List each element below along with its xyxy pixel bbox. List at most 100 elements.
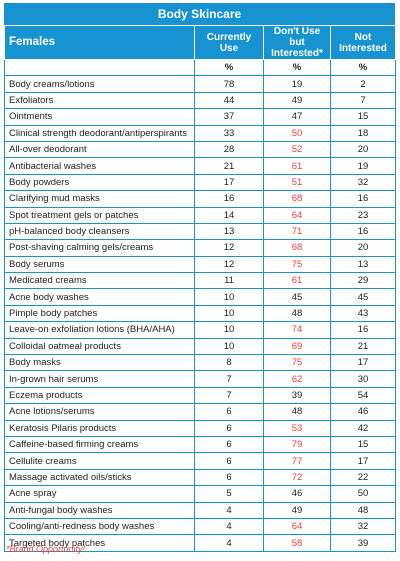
- interested-value: 50: [263, 124, 331, 142]
- table-title: Body Skincare: [4, 3, 395, 25]
- not-interested-value: 15: [330, 435, 396, 454]
- currently-use-value: 11: [194, 272, 264, 290]
- row-label: In-grown hair serums: [4, 370, 195, 388]
- table-row: Clarifying mud masks 16 68 16: [4, 190, 396, 208]
- currently-use-value: 5: [194, 485, 264, 503]
- not-interested-value: 48: [330, 501, 396, 519]
- not-interested-value: 17: [330, 354, 396, 372]
- row-label: Antibacterial washes: [4, 157, 195, 175]
- interested-value: 79: [263, 435, 331, 454]
- currently-use-value: 4: [194, 534, 264, 552]
- currently-use-value: 4: [194, 501, 264, 519]
- currently-use-value: 6: [194, 403, 264, 421]
- interested-value: 61: [263, 157, 331, 175]
- table-row: Antibacterial washes 21 61 19: [4, 157, 396, 175]
- currently-use-value: 17: [194, 173, 264, 192]
- row-label: Colloidal oatmeal products: [4, 337, 195, 356]
- row-label: Medicated creams: [4, 272, 195, 290]
- interested-value: 49: [263, 91, 331, 110]
- row-label: pH-balanced body cleansers: [4, 222, 195, 241]
- skincare-table-container: Body Skincare Females Currently Use Don'…: [4, 3, 396, 552]
- currently-use-value: 10: [194, 321, 264, 339]
- table-row: Body masks 8 75 17: [4, 354, 396, 372]
- interested-value: 64: [263, 517, 331, 536]
- table-row: Leave-on exfoliation lotions (BHA/AHA) 10…: [4, 321, 396, 339]
- not-interested-value: 20: [330, 140, 396, 159]
- not-interested-value: 45: [330, 288, 396, 306]
- row-label: Caffeine-based firming creams: [4, 435, 195, 454]
- table-row: Keratosis Pilaris products 6 53 42: [4, 419, 396, 437]
- currently-use-value: 14: [194, 206, 264, 224]
- row-label: Clarifying mud masks: [4, 190, 195, 208]
- interested-value: 48: [263, 304, 331, 323]
- currently-use-value: 7: [194, 370, 264, 388]
- table-row: Acne spray 5 46 50: [4, 485, 396, 503]
- units-label-cell: [4, 58, 195, 77]
- table-row: Body serums 12 75 13: [4, 255, 396, 274]
- currently-use-value: 10: [194, 304, 264, 323]
- row-label: Ointments: [4, 108, 195, 126]
- table-row: All-over deodorant 28 52 20: [4, 140, 396, 159]
- header-interested: Don't Use but Interested*: [263, 25, 331, 60]
- row-label: Exfoliators: [4, 91, 195, 110]
- table-row: Clinical strength deodorant/antiperspira…: [4, 124, 396, 142]
- row-label: Body powders: [4, 173, 195, 192]
- interested-value: 69: [263, 337, 331, 356]
- table-row: Body creams/lotions 78 19 2: [4, 75, 396, 93]
- not-interested-value: 16: [330, 222, 396, 241]
- currently-use-value: 8: [194, 354, 264, 372]
- interested-value: 75: [263, 354, 331, 372]
- currently-use-value: 6: [194, 435, 264, 454]
- not-interested-value: 17: [330, 452, 396, 470]
- table-row: Caffeine-based firming creams 6 79 15: [4, 435, 396, 454]
- units-cell: %: [330, 58, 396, 77]
- currently-use-value: 37: [194, 108, 264, 126]
- currently-use-value: 13: [194, 222, 264, 241]
- table-row: Massage activated oils/sticks 6 72 22: [4, 468, 396, 487]
- row-label: Acne body washes: [4, 288, 195, 306]
- currently-use-value: 6: [194, 452, 264, 470]
- row-label: Anti-fungal body washes: [4, 501, 195, 519]
- not-interested-value: 18: [330, 124, 396, 142]
- interested-value: 72: [263, 468, 331, 487]
- interested-value: 47: [263, 108, 331, 126]
- units-cell: %: [194, 58, 264, 77]
- row-label: Pimple body patches: [4, 304, 195, 323]
- table-row: Eczema products 7 39 54: [4, 386, 396, 405]
- not-interested-value: 23: [330, 206, 396, 224]
- header-row: Females Currently Use Don't Use but Inte…: [4, 25, 396, 60]
- table-row: Anti-fungal body washes 4 49 48: [4, 501, 396, 519]
- interested-value: 74: [263, 321, 331, 339]
- currently-use-value: 12: [194, 255, 264, 274]
- currently-use-value: 78: [194, 75, 264, 93]
- interested-value: 71: [263, 222, 331, 241]
- interested-value: 68: [263, 239, 331, 257]
- interested-value: 39: [263, 386, 331, 405]
- not-interested-value: 7: [330, 91, 396, 110]
- row-label: Body serums: [4, 255, 195, 274]
- row-label: Clinical strength deodorant/antiperspira…: [4, 124, 195, 142]
- table-row: Post-shaving calming gels/creams 12 68 20: [4, 239, 396, 257]
- currently-use-value: 28: [194, 140, 264, 159]
- table-row: Medicated creams 11 61 29: [4, 272, 396, 290]
- not-interested-value: 50: [330, 485, 396, 503]
- not-interested-value: 15: [330, 108, 396, 126]
- row-label: Eczema products: [4, 386, 195, 405]
- not-interested-value: 19: [330, 157, 396, 175]
- currently-use-value: 16: [194, 190, 264, 208]
- currently-use-value: 10: [194, 288, 264, 306]
- currently-use-value: 7: [194, 386, 264, 405]
- row-label: Post-shaving calming gels/creams: [4, 239, 195, 257]
- row-label: Massage activated oils/sticks: [4, 468, 195, 487]
- not-interested-value: 21: [330, 337, 396, 356]
- not-interested-value: 46: [330, 403, 396, 421]
- row-label: Keratosis Pilaris products: [4, 419, 195, 437]
- table-row: Pimple body patches 10 48 43: [4, 304, 396, 323]
- interested-value: 68: [263, 190, 331, 208]
- interested-value: 19: [263, 75, 331, 93]
- not-interested-value: 13: [330, 255, 396, 274]
- row-label: Body creams/lotions: [4, 75, 195, 93]
- table-row: Cellulite creams 6 77 17: [4, 452, 396, 470]
- units-cell: %: [263, 58, 331, 77]
- not-interested-value: 20: [330, 239, 396, 257]
